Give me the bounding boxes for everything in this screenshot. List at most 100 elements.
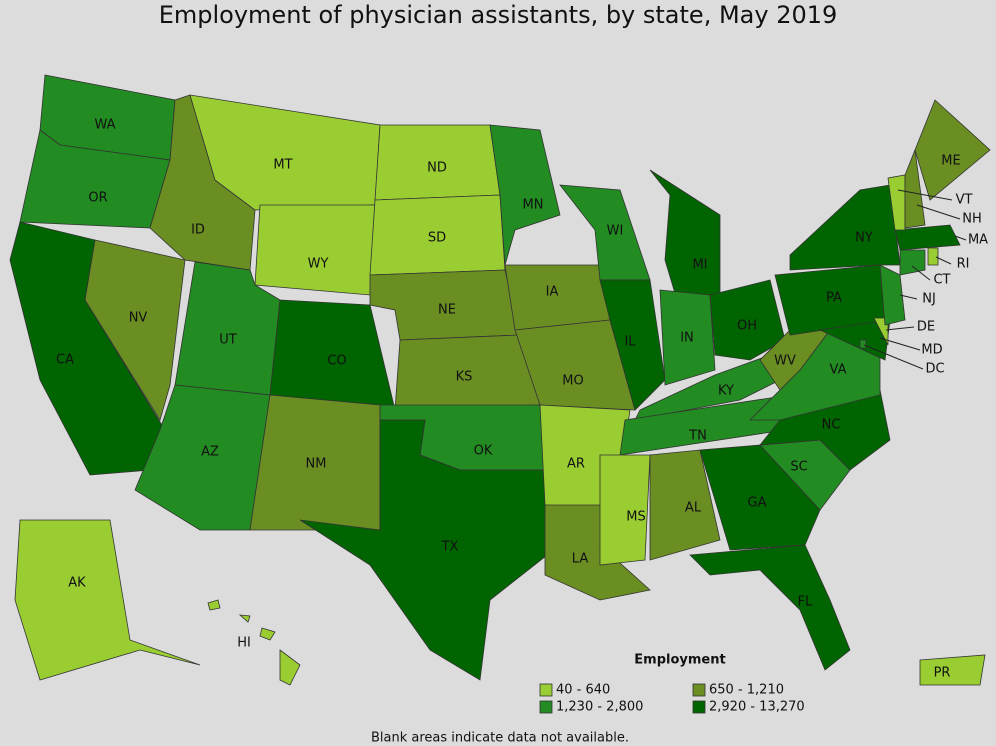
state-label: NC: [822, 418, 841, 433]
leader-line: [899, 294, 918, 300]
title: Employment of physician assistants, by s…: [159, 1, 838, 29]
legend-label: 2,920 - 13,270: [709, 700, 805, 715]
state: [489, 124, 561, 266]
state-label: MA: [968, 233, 988, 248]
state-label: SC: [790, 460, 807, 475]
leader-line: [863, 344, 924, 370]
leader-line: [879, 337, 921, 351]
state-label: NE: [438, 303, 456, 318]
state-label: ID: [191, 223, 205, 238]
state: [14, 519, 201, 681]
state: [879, 264, 906, 326]
state-label: UT: [219, 333, 237, 348]
state: [709, 279, 786, 361]
state-label: MN: [523, 198, 544, 213]
legend-title: Employment: [634, 653, 725, 668]
state: [859, 339, 867, 349]
legend-swatch: [692, 683, 706, 697]
state-label: IA: [546, 285, 559, 300]
state: [699, 444, 821, 551]
state-label: AZ: [201, 445, 219, 460]
state-label: TX: [441, 540, 459, 555]
state-label: HI: [237, 636, 251, 651]
state: [649, 169, 721, 311]
state: [84, 239, 186, 421]
state-label: RI: [957, 257, 970, 272]
state-label: AK: [68, 576, 86, 591]
leader-line: [885, 326, 915, 331]
state-label: WV: [774, 354, 796, 369]
state-label: VA: [830, 363, 847, 378]
state: [927, 247, 939, 266]
state-label: WI: [607, 224, 624, 239]
state-label: OR: [88, 191, 107, 206]
state-label: KS: [456, 370, 473, 385]
leader-line: [916, 204, 961, 220]
state-label: DE: [917, 320, 935, 335]
legend-label: 650 - 1,210: [709, 683, 784, 698]
state: [659, 289, 716, 386]
leader-line: [911, 265, 931, 281]
leader-line: [954, 235, 967, 241]
state: [689, 544, 851, 671]
leader-line: [935, 256, 952, 265]
state: [649, 449, 721, 561]
state: [789, 184, 901, 271]
legend-swatch: [692, 700, 706, 714]
state-label: MT: [273, 158, 292, 173]
state-label: PR: [934, 666, 951, 681]
state-label: WA: [94, 118, 115, 133]
state-label: IL: [624, 335, 636, 350]
state: [254, 204, 376, 296]
state-label: VT: [956, 193, 973, 208]
state-label: CO: [327, 354, 346, 369]
legend-swatch: [539, 683, 553, 697]
state-label: ME: [941, 154, 960, 169]
state-label: GA: [748, 496, 767, 511]
state: [599, 279, 666, 411]
state-label: MO: [562, 374, 583, 389]
state-label: MI: [692, 258, 707, 273]
state-label: ND: [427, 161, 447, 176]
state: [207, 599, 301, 686]
legend-label: 40 - 640: [556, 683, 610, 698]
state-label: KY: [718, 384, 734, 399]
state: [899, 249, 926, 276]
state-label: NM: [306, 457, 327, 472]
state-label: PA: [826, 291, 842, 306]
state: [299, 419, 561, 681]
state-label: NJ: [922, 292, 936, 307]
state: [887, 174, 906, 231]
state: [914, 99, 991, 201]
state-label: CT: [933, 273, 950, 288]
state: [873, 317, 889, 346]
state-label: OK: [474, 444, 493, 459]
state: [894, 224, 961, 251]
legend-label: 1,230 - 2,800: [556, 700, 643, 715]
state-label: OH: [737, 319, 757, 334]
state-label: MS: [626, 510, 645, 525]
leader-line: [897, 189, 953, 201]
state-label: NV: [129, 311, 148, 326]
state-label: DC: [925, 362, 944, 377]
state-label: AL: [685, 501, 702, 516]
state: [599, 454, 651, 566]
state-label: MD: [921, 343, 942, 358]
state-label: SD: [428, 231, 446, 246]
legend-swatch: [539, 700, 553, 714]
state-label: NY: [855, 231, 873, 246]
state-label: FL: [798, 595, 813, 610]
state: [919, 654, 986, 686]
state-label: WY: [308, 257, 329, 272]
footnote: Blank areas indicate data not available.: [371, 731, 629, 746]
state-label: NH: [962, 212, 982, 227]
state: [759, 329, 831, 391]
state-label: LA: [572, 552, 589, 567]
state: [904, 148, 926, 229]
state-label: AR: [567, 457, 585, 472]
state-label: CA: [56, 353, 74, 368]
state-label: IN: [680, 331, 694, 346]
state-label: TN: [688, 429, 707, 444]
